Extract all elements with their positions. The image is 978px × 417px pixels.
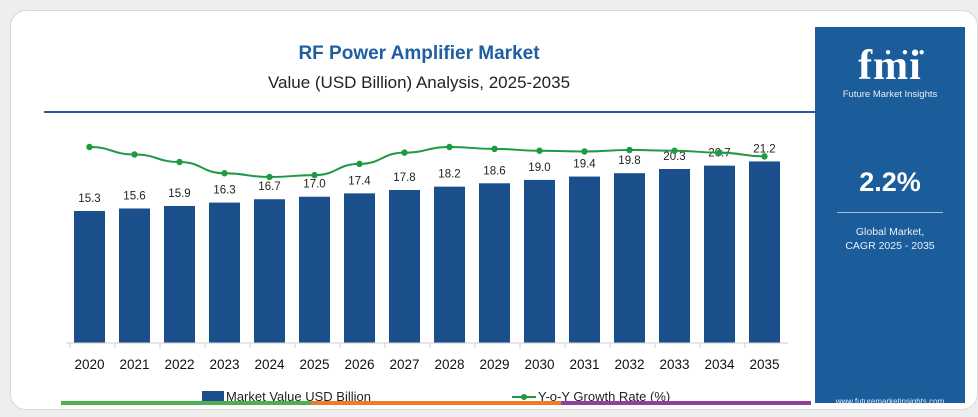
growth-point-2021 <box>131 151 138 158</box>
cagr-label: Global Market, CAGR 2025 - 2035 <box>815 225 965 253</box>
logo-dots-icon: ● ● ● <box>885 47 929 58</box>
growth-rate-points <box>86 143 768 181</box>
title-divider <box>44 111 824 113</box>
x-tick-label-2032: 2032 <box>614 357 644 372</box>
fmi-logo: ● ● ● fmi Future Market Insights <box>827 45 953 115</box>
x-tick-label-2024: 2024 <box>254 357 285 372</box>
bar-label-2030: 19.0 <box>528 162 550 174</box>
x-tick-label-2022: 2022 <box>164 357 194 372</box>
bar-label-2024: 16.7 <box>258 181 280 193</box>
bar-label-2033: 20.3 <box>663 151 685 163</box>
growth-point-2032 <box>626 146 633 154</box>
bar-label-2028: 18.2 <box>438 169 460 181</box>
bar-2029 <box>479 183 510 343</box>
cagr-value: 2.2% <box>859 167 921 197</box>
x-tick-label-2021: 2021 <box>119 357 149 372</box>
bottom-bar-segment-green <box>61 401 311 405</box>
legend-bar-label: Market Value USD Billion <box>226 389 371 404</box>
bar-label-2029: 18.6 <box>483 165 505 177</box>
bottom-bar-segment-orange <box>311 401 561 405</box>
bar-label-2020: 15.3 <box>78 193 100 205</box>
x-tick-label-2029: 2029 <box>479 357 509 372</box>
growth-point-2034 <box>716 149 723 156</box>
x-tick-label-2023: 2023 <box>209 357 239 372</box>
chart-legend: Market Value USD Billion Y-o-Y Growth Ra… <box>34 387 824 407</box>
legend-item-growth-rate: Y-o-Y Growth Rate (%) <box>512 389 670 404</box>
bar-label-2025: 17.0 <box>303 179 325 191</box>
legend-item-market-value: Market Value USD Billion <box>202 389 371 404</box>
bar-label-2021: 15.6 <box>123 190 145 202</box>
bar-data-labels: 15.3 15.6 15.9 16.3 16.7 17.0 17.4 17.8 18.2 18.6… <box>78 143 775 205</box>
growth-point-2026 <box>356 160 363 168</box>
chart-card: RF Power Amplifier Market Value (USD Bil… <box>10 10 978 410</box>
x-tick-label-2034: 2034 <box>704 357 735 372</box>
side-panel: ● ● ● fmi Future Market Insights 2.2% Gl… <box>815 27 965 406</box>
bar-2031 <box>569 176 600 343</box>
legend-line-label: Y-o-Y Growth Rate (%) <box>538 389 671 404</box>
x-tick-label-2031: 2031 <box>569 357 599 372</box>
growth-point-2028 <box>446 143 453 151</box>
bar-series <box>74 161 780 343</box>
growth-point-2035 <box>761 153 768 160</box>
x-axis-tick-labels: 2020 2021 2022 2023 2024 2025 2026 2027 2028 2029… <box>74 357 779 372</box>
bar-label-2031: 19.4 <box>573 159 596 171</box>
bar-line-chart: 15.3 15.6 15.9 16.3 16.7 17.0 17.4 17.8 18.2 18.6… <box>66 143 788 372</box>
bar-2025 <box>299 196 330 343</box>
bar-2034 <box>704 165 735 343</box>
x-axis-ticks <box>69 343 746 348</box>
x-tick-label-2026: 2026 <box>344 357 374 372</box>
growth-point-2029 <box>491 145 498 153</box>
bar-2030 <box>524 179 555 343</box>
cagr-label-line2: CAGR 2025 - 2035 <box>845 240 935 252</box>
chart-subtitle: Value (USD Billion) Analysis, 2025-2035 <box>267 73 571 92</box>
bar-2028 <box>434 186 465 343</box>
growth-point-2025 <box>311 171 318 179</box>
bar-2035 <box>749 161 780 343</box>
logo-text: fmi <box>858 43 922 89</box>
growth-rate-line <box>89 145 765 179</box>
bar-2020 <box>74 211 105 343</box>
bar-2032 <box>614 173 645 343</box>
chart-area: RF Power Amplifier Market Value (USD Bil… <box>34 27 824 407</box>
growth-point-2022 <box>176 158 183 166</box>
bar-label-2027: 17.8 <box>393 172 415 184</box>
cagr-divider <box>837 212 943 213</box>
growth-point-2024 <box>266 173 273 181</box>
bar-2027 <box>389 190 420 343</box>
bar-2033 <box>659 169 690 343</box>
growth-point-2020 <box>86 143 93 151</box>
x-tick-label-2030: 2030 <box>524 357 554 372</box>
growth-point-2031 <box>581 148 588 155</box>
website-link[interactable]: www.futuremarketinsights.com <box>835 397 945 406</box>
growth-point-2033 <box>671 147 678 154</box>
x-tick-label-2033: 2033 <box>659 357 689 372</box>
bar-label-2023: 16.3 <box>213 185 235 197</box>
x-tick-label-2020: 2020 <box>74 357 104 372</box>
bar-2023 <box>209 202 240 343</box>
x-tick-label-2027: 2027 <box>389 357 419 372</box>
bar-label-2035: 21.2 <box>753 143 775 155</box>
bar-label-2032: 19.8 <box>618 155 640 167</box>
bar-label-2026: 17.4 <box>348 175 371 187</box>
bottom-bar-segment-purple <box>561 401 811 405</box>
logo-subtitle: Future Market Insights <box>842 89 938 100</box>
chart-title: RF Power Amplifier Market <box>298 43 540 64</box>
x-tick-label-2025: 2025 <box>299 357 329 372</box>
growth-point-2023 <box>221 170 228 177</box>
bar-2026 <box>344 193 375 343</box>
legend-line-swatch <box>512 391 536 403</box>
x-tick-label-2035: 2035 <box>749 357 779 372</box>
legend-bar-swatch <box>202 390 224 403</box>
bar-2021 <box>119 208 150 343</box>
bottom-color-bar <box>61 401 811 405</box>
growth-point-2027 <box>401 149 408 156</box>
cagr-label-line1: Global Market, <box>855 226 925 238</box>
bar-2024 <box>254 199 285 343</box>
x-tick-label-2028: 2028 <box>434 357 464 372</box>
bar-label-2022: 15.9 <box>168 188 190 200</box>
growth-point-2030 <box>536 147 543 154</box>
bar-2022 <box>164 205 195 343</box>
